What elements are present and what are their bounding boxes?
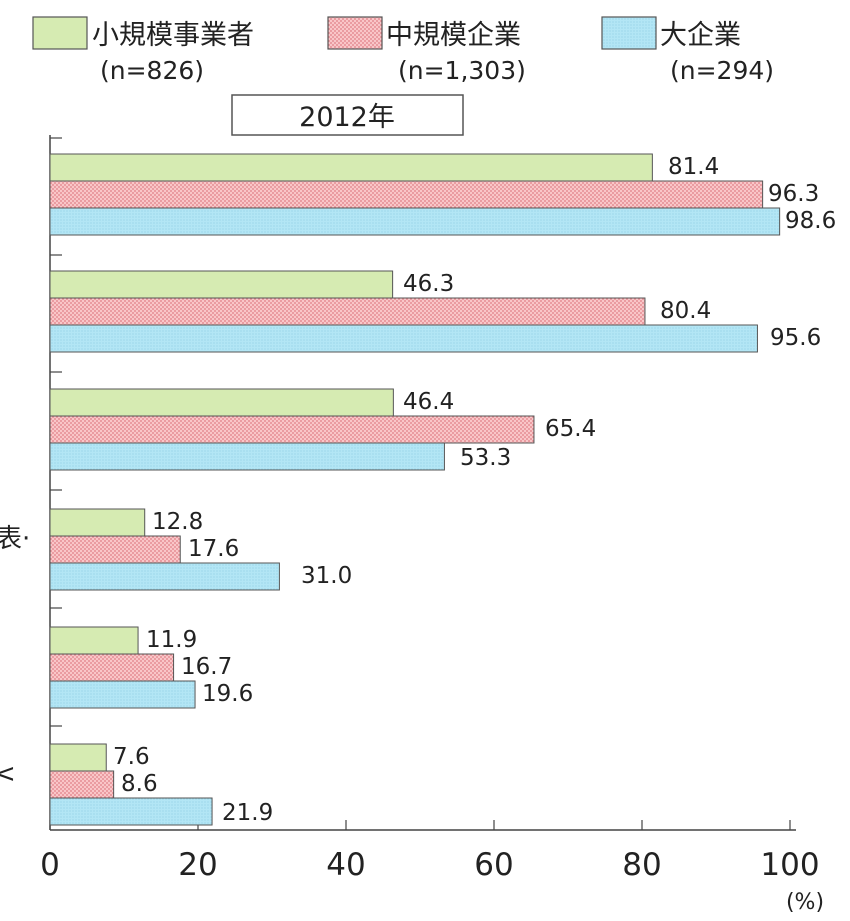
bar [49, 180, 764, 209]
bar [49, 680, 196, 709]
legend-sample-size: (n=1,303) [398, 56, 526, 85]
data-label: 12.8 [152, 509, 203, 535]
data-label: 98.6 [785, 208, 836, 234]
data-labels: 81.4 46.3 46.4 12.8 11.9 7.6 96.3 80.4 65.4 17.6 1… [113, 154, 836, 826]
legend-label: 大企業 [660, 20, 741, 51]
legend: 小規模事業者 (n=826) 中規模企業 (n=1,303) 大企業 (n=294) [32, 16, 774, 85]
data-label: 80.4 [660, 298, 711, 324]
bar [49, 388, 394, 417]
data-label: 96.3 [768, 181, 819, 207]
bar [49, 626, 139, 655]
x-tick-label: 40 [326, 847, 365, 883]
data-label: 11.9 [146, 627, 197, 653]
category-label-fragment: 表· [0, 524, 30, 554]
category-label-fragment: < [0, 759, 16, 789]
chart-title-box: 2012年 [231, 94, 464, 136]
data-label: 7.6 [113, 744, 150, 770]
bars [49, 153, 781, 826]
bar [49, 153, 653, 182]
data-label: 16.7 [181, 654, 232, 680]
bar [49, 270, 394, 299]
legend-swatch [601, 16, 657, 50]
data-label: 95.6 [770, 325, 821, 351]
bar [49, 207, 781, 236]
bar [49, 442, 445, 471]
bar [49, 508, 146, 537]
legend-sample-size: (n=826) [100, 56, 204, 85]
data-label: 46.3 [403, 271, 454, 297]
x-tick-label: 80 [622, 847, 661, 883]
axes: 0 20 40 60 80 100 (%) 表· < [0, 135, 824, 915]
data-label: 17.6 [188, 536, 239, 562]
data-label: 21.9 [222, 800, 273, 826]
data-label: 81.4 [668, 154, 719, 180]
data-label: 19.6 [202, 681, 253, 707]
data-label: 65.4 [545, 416, 596, 442]
bar [49, 743, 107, 772]
data-label: 53.3 [460, 445, 511, 471]
x-tick-label: 0 [40, 847, 60, 883]
x-axis-unit: (%) [786, 890, 824, 915]
bar [49, 535, 181, 564]
bar [49, 770, 115, 799]
bar [49, 297, 646, 326]
bar [49, 797, 213, 826]
bar [49, 562, 280, 591]
data-label: 8.6 [121, 771, 158, 797]
legend-sample-size: (n=294) [670, 56, 774, 85]
legend-label: 中規模企業 [386, 20, 521, 51]
x-tick-label: 60 [474, 847, 513, 883]
chart-title-frame [231, 94, 464, 136]
bar [49, 653, 175, 682]
legend-label: 小規模事業者 [92, 20, 254, 51]
x-tick-label: 100 [760, 847, 819, 883]
legend-swatch [327, 16, 383, 50]
data-label: 46.4 [403, 389, 454, 415]
bar [49, 324, 758, 353]
bar [49, 415, 535, 444]
x-tick-label: 20 [178, 847, 217, 883]
chart-title: 2012年 [299, 102, 395, 133]
legend-swatch [32, 16, 88, 50]
data-label: 31.0 [301, 563, 352, 589]
